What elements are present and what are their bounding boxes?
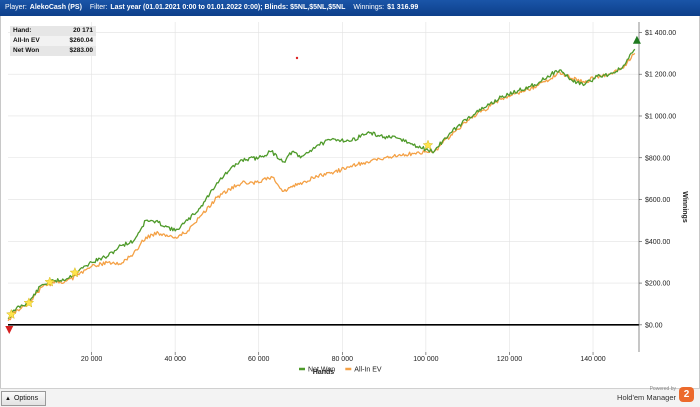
grid-lines xyxy=(8,22,639,352)
star-marker-icon xyxy=(69,267,81,278)
title-bar: Player: AlekoCash (PS) Filter: Last year (… xyxy=(0,0,700,16)
x-tick-label: 100 000 xyxy=(413,356,438,363)
stat-label: Net Won xyxy=(13,47,40,54)
y-tick-label: $1 200.00 xyxy=(645,72,676,79)
stat-row-hands: Hand: 20 171 xyxy=(10,26,96,36)
stat-row-allin-ev: All-In EV $260.04 xyxy=(10,36,96,46)
stat-value: $283.00 xyxy=(69,47,94,54)
options-label: Options xyxy=(13,395,39,402)
branding: Powered by Hold'em Manager 2 xyxy=(614,384,694,404)
y-tick-label: $0.00 xyxy=(645,322,663,329)
bottom-bar xyxy=(0,388,700,407)
x-tick-label: 120 000 xyxy=(497,356,522,363)
y-tick-label: $600.00 xyxy=(645,197,670,204)
stray-dot xyxy=(295,56,299,60)
triangle-up-icon: ▲ xyxy=(5,396,11,402)
options-button[interactable]: ▲ Options xyxy=(1,391,46,406)
down-triangle-marker-icon xyxy=(5,325,14,334)
x-tick-label: 80 000 xyxy=(332,356,354,363)
y-tick-label: $800.00 xyxy=(645,155,670,162)
x-tick-label: 40 000 xyxy=(164,356,186,363)
filter-label: Filter: xyxy=(89,4,108,11)
y-tick-label: $200.00 xyxy=(645,281,670,288)
legend: Net Won All-In EV xyxy=(299,367,382,374)
y-tick-label: $1 400.00 xyxy=(645,30,676,37)
x-tick-label: 20 000 xyxy=(81,356,103,363)
hm2-logo-icon: 2 xyxy=(679,387,694,402)
y-axis-label: Winnings xyxy=(681,191,688,223)
filter-value: Last year (01.01.2021 0:00 to 01.01.2022… xyxy=(110,4,346,11)
series-layer xyxy=(7,48,636,322)
legend-label: All-In EV xyxy=(354,367,382,374)
x-tick-label: 140 000 xyxy=(580,356,605,363)
winnings-value: $1 316.99 xyxy=(387,4,419,11)
chart-frame xyxy=(0,16,700,389)
winnings-label: Winnings: xyxy=(353,4,385,11)
y-tick-label: $1 000.00 xyxy=(645,113,676,120)
stat-label: Hand: xyxy=(13,27,32,34)
legend-label: Net Won xyxy=(308,367,335,374)
series-line-net-won xyxy=(7,48,636,320)
player-value: AlekoCash (PS) xyxy=(29,4,82,11)
stat-value: 20 171 xyxy=(73,27,93,34)
x-axis-label: Hands xyxy=(313,369,335,376)
star-marker-icon xyxy=(44,276,56,287)
x-tick-label: 60 000 xyxy=(248,356,270,363)
star-marker-icon xyxy=(23,297,35,308)
star-marker-icon xyxy=(6,308,17,319)
up-triangle-marker-icon xyxy=(632,35,641,44)
stat-value: $260.04 xyxy=(69,37,94,44)
powered-by-text: Powered by xyxy=(649,386,676,392)
star-marker-icon xyxy=(422,139,434,150)
winnings-chart[interactable]: $0.00 $200.00 $400.00 $600.00 $800.00 $1 000.… xyxy=(0,0,700,388)
player-label: Player: xyxy=(5,4,27,11)
stat-label: All-In EV xyxy=(13,37,40,44)
axis-ticks: $0.00 $200.00 $400.00 $600.00 $800.00 $1 000.… xyxy=(81,30,676,363)
product-name: Hold'em Manager xyxy=(617,393,676,402)
series-line-all-in-ev xyxy=(7,52,636,322)
marker-layer xyxy=(5,35,641,334)
stat-row-net-won: Net Won $283.00 xyxy=(10,46,96,56)
stats-panel: Hand: 20 171 All-In EV $260.04 Net Won $283… xyxy=(10,26,96,56)
y-tick-label: $400.00 xyxy=(645,239,670,246)
